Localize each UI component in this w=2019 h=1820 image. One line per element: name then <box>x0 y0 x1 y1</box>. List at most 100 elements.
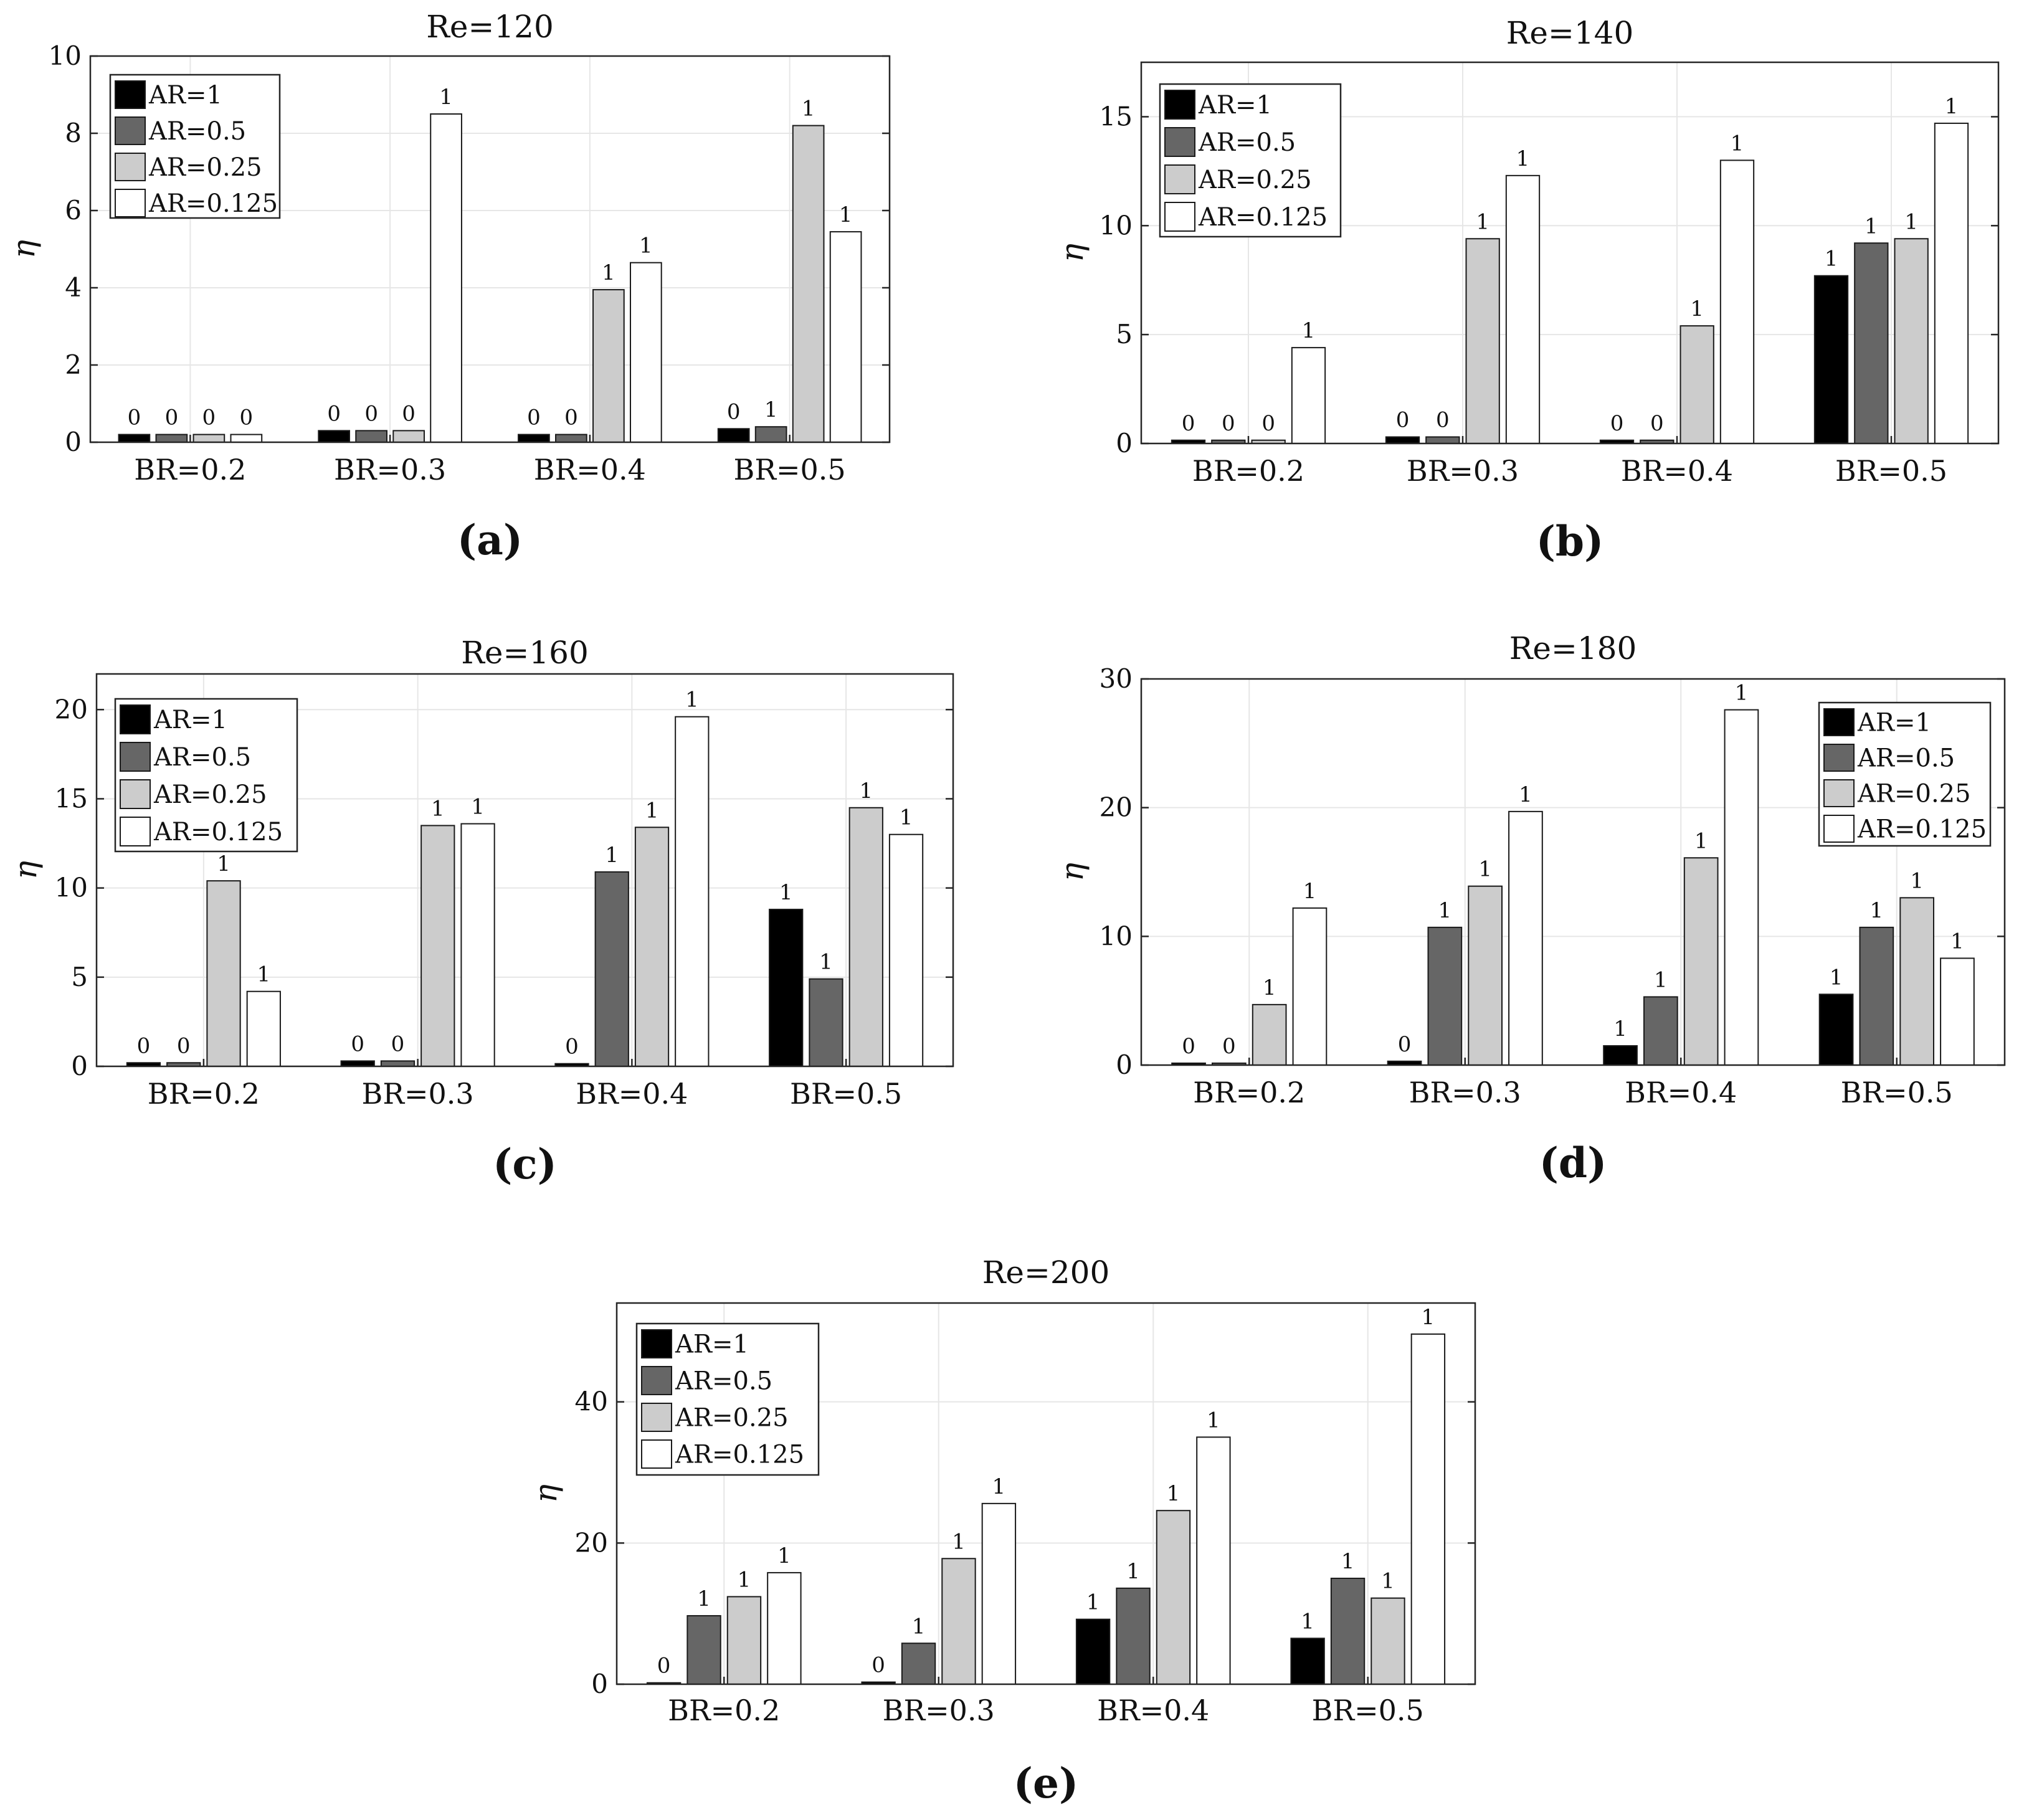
bar-value-label: 1 <box>1478 857 1492 882</box>
y-axis-label: η <box>528 1484 564 1503</box>
bar-value-label: 0 <box>1222 1034 1236 1059</box>
x-category-label: BR=0.3 <box>883 1694 995 1727</box>
bar-value-label: 1 <box>1167 1481 1181 1506</box>
bar-value-label: 0 <box>364 401 378 426</box>
bar-ar-0-125-br-0-2 <box>1291 347 1326 445</box>
bar-value-label: 1 <box>471 795 485 820</box>
bar-value-label: 0 <box>527 405 541 430</box>
bar-value-label: 0 <box>564 405 578 430</box>
bar-ar-0-5-br-0-5 <box>1330 1578 1366 1685</box>
x-category-label: BR=0.5 <box>734 453 846 486</box>
x-category-label: BR=0.4 <box>1625 1076 1737 1109</box>
chart-panel-5: 0 0 1 1 1 1 1 1 1 1 1 1 1 1 1 1 0 20 40 BR=0.2 BR=0.3 BR=0.4 B… <box>528 1254 1476 1808</box>
bar-ar-0-25-br-0-2 <box>726 1596 762 1685</box>
y-tick-label: 2 <box>65 349 82 380</box>
legend-entry-label: AR=1 <box>675 1330 749 1359</box>
bar-value-label: 1 <box>645 798 659 823</box>
bar-ar-1-br-0-3 <box>318 430 351 443</box>
legend-swatch <box>120 742 151 772</box>
bar-value-label: 1 <box>952 1529 966 1554</box>
bar-value-label: 1 <box>1422 1305 1435 1330</box>
chart-title: Re=180 <box>1509 630 1637 666</box>
bar-ar-0-5-br-0-3 <box>1425 436 1460 444</box>
bar-value-label: 1 <box>738 1567 751 1592</box>
bar-ar-0-125-br-0-5 <box>1934 122 1969 445</box>
legend-entry-label: AR=0.25 <box>153 780 267 809</box>
bar-ar-0-25-br-0-4 <box>592 289 625 443</box>
x-category-label: BR=0.2 <box>1193 1076 1305 1109</box>
bar-value-label: 1 <box>1086 1590 1100 1615</box>
legend-swatch <box>641 1403 672 1432</box>
bar-value-label: 1 <box>1126 1559 1140 1584</box>
legend-entry-label: AR=0.25 <box>1198 166 1312 194</box>
bar-value-label: 1 <box>839 202 853 227</box>
y-tick-label: 10 <box>1100 921 1133 951</box>
bar-ar-1-br-0-5 <box>1818 993 1854 1066</box>
bar-ar-0-25-br-0-3 <box>1465 238 1500 444</box>
bar-ar-1-br-0-4 <box>1075 1618 1111 1685</box>
legend-swatch <box>1164 127 1195 157</box>
y-tick-label: 20 <box>1100 792 1133 823</box>
bar-value-label: 1 <box>639 234 653 258</box>
y-axis-label: η <box>6 240 42 258</box>
y-tick-label: 8 <box>65 118 82 148</box>
bar-value-label: 1 <box>912 1614 926 1639</box>
y-tick-label: 30 <box>1100 663 1133 694</box>
legend-entry-label: AR=0.25 <box>1857 779 1971 808</box>
legend-swatch <box>115 153 146 181</box>
y-tick-label: 6 <box>65 195 82 225</box>
bar-ar-1-br-0-3 <box>1385 436 1420 444</box>
bar-value-label: 0 <box>565 1035 579 1059</box>
y-tick-label: 15 <box>1100 101 1133 131</box>
bar-value-label: 1 <box>1904 209 1918 234</box>
bar-value-label: 1 <box>697 1586 711 1611</box>
x-category-label: BR=0.4 <box>576 1077 688 1111</box>
bar-ar-0-125-br-0-3 <box>1505 174 1541 444</box>
x-category-label: BR=0.5 <box>1312 1694 1424 1727</box>
legend-entry-label: AR=0.25 <box>148 153 262 182</box>
bar-ar-0-125-br-0-4 <box>1724 709 1759 1066</box>
legend-entry-label: AR=0.5 <box>1198 128 1296 157</box>
legend-swatch <box>1164 90 1195 120</box>
bar-value-label: 1 <box>1830 965 1843 990</box>
y-axis-label: η <box>1054 863 1090 881</box>
bar-value-label: 1 <box>1654 967 1668 992</box>
bar-ar-0-125-br-0-2 <box>767 1571 802 1685</box>
y-axis-label: η <box>7 861 44 879</box>
x-category-label: BR=0.2 <box>668 1694 780 1727</box>
x-category-label: BR=0.3 <box>334 453 446 486</box>
bar-value-label: 0 <box>165 405 179 430</box>
legend-entry-label: AR=0.5 <box>148 117 246 146</box>
axes-frame <box>615 1302 1476 1685</box>
legend-entry-label: AR=0.5 <box>153 743 251 772</box>
legend: AR=1 AR=0.5 AR=0.25 AR=0.125 <box>109 73 281 219</box>
panel-label: (e) <box>1014 1759 1078 1808</box>
legend-entry-label: AR=0.5 <box>675 1367 772 1396</box>
bar-value-label: 1 <box>1690 296 1704 321</box>
bar-value-label: 1 <box>859 779 873 803</box>
bar-ar-0-5-br-0-3 <box>1427 926 1463 1066</box>
bar-ar-1-br-0-5 <box>769 909 804 1067</box>
legend-swatch <box>115 116 146 145</box>
bar-ar-1-br-0-3 <box>340 1060 375 1067</box>
bar-value-label: 0 <box>402 401 416 426</box>
bar-ar-0-25-br-0-5 <box>1894 238 1929 444</box>
bar-ar-0-25-br-0-5 <box>1899 897 1935 1066</box>
y-tick-label: 0 <box>71 1051 88 1081</box>
legend: AR=1 AR=0.5 AR=0.25 AR=0.125 <box>635 1322 820 1476</box>
bar-value-label: 0 <box>240 405 254 430</box>
bar-ar-1-br-0-4 <box>518 434 550 443</box>
bar-value-label: 0 <box>1261 411 1275 436</box>
bar-ar-0-5-br-0-2 <box>155 434 188 443</box>
bar-ar-0-25-br-0-2 <box>192 434 226 443</box>
bar-ar-0-25-br-0-3 <box>941 1558 976 1685</box>
bar-ar-0-125-br-0-2 <box>230 434 263 443</box>
bar-value-label: 1 <box>1301 1609 1314 1634</box>
legend-entry-label: AR=0.125 <box>1198 203 1328 232</box>
panel-label: (d) <box>1539 1139 1607 1187</box>
bar-value-label: 1 <box>819 950 833 975</box>
bar-ar-0-125-br-0-4 <box>1719 159 1755 444</box>
legend-swatch <box>1823 779 1855 807</box>
